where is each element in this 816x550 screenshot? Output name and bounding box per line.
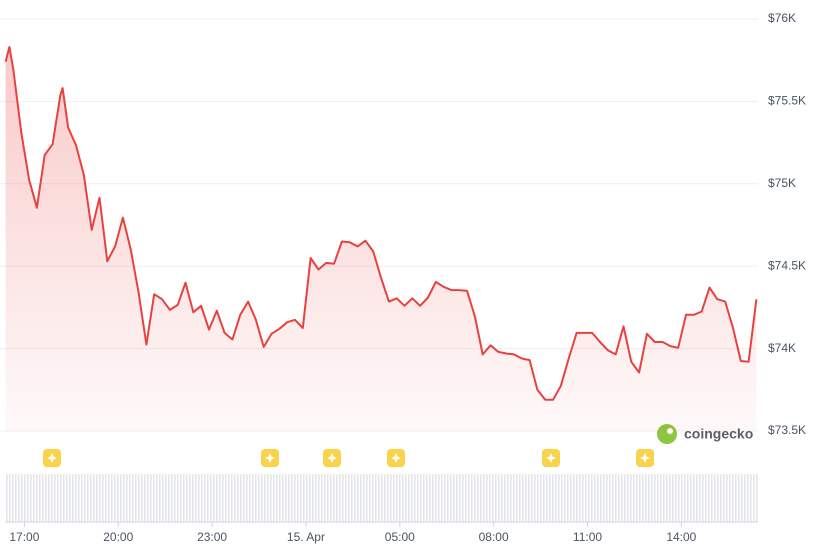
volume-bars bbox=[5, 474, 758, 522]
y-tick-label: $75K bbox=[768, 176, 796, 190]
y-tick-label: $74.5K bbox=[768, 258, 806, 272]
x-tick-label: 23:00 bbox=[197, 530, 227, 544]
price-line bbox=[4, 46, 758, 401]
x-tick-label: 11:00 bbox=[573, 530, 602, 544]
y-tick-label: $76K bbox=[768, 11, 796, 25]
price-area bbox=[5, 47, 757, 431]
x-tick-label: 14:00 bbox=[666, 530, 696, 544]
event-markers bbox=[43, 449, 654, 467]
x-tick-label: 20:00 bbox=[103, 530, 133, 544]
y-tick-label: $75.5K bbox=[768, 94, 806, 108]
y-tick-label: $73.5K bbox=[768, 423, 806, 437]
x-tick-label: 17:00 bbox=[9, 530, 39, 544]
x-tick-label: 05:00 bbox=[385, 530, 415, 544]
y-tick-label: $74K bbox=[768, 341, 796, 355]
x-tick-label: 08:00 bbox=[479, 530, 509, 544]
x-tick-label: 15. Apr bbox=[287, 530, 325, 544]
